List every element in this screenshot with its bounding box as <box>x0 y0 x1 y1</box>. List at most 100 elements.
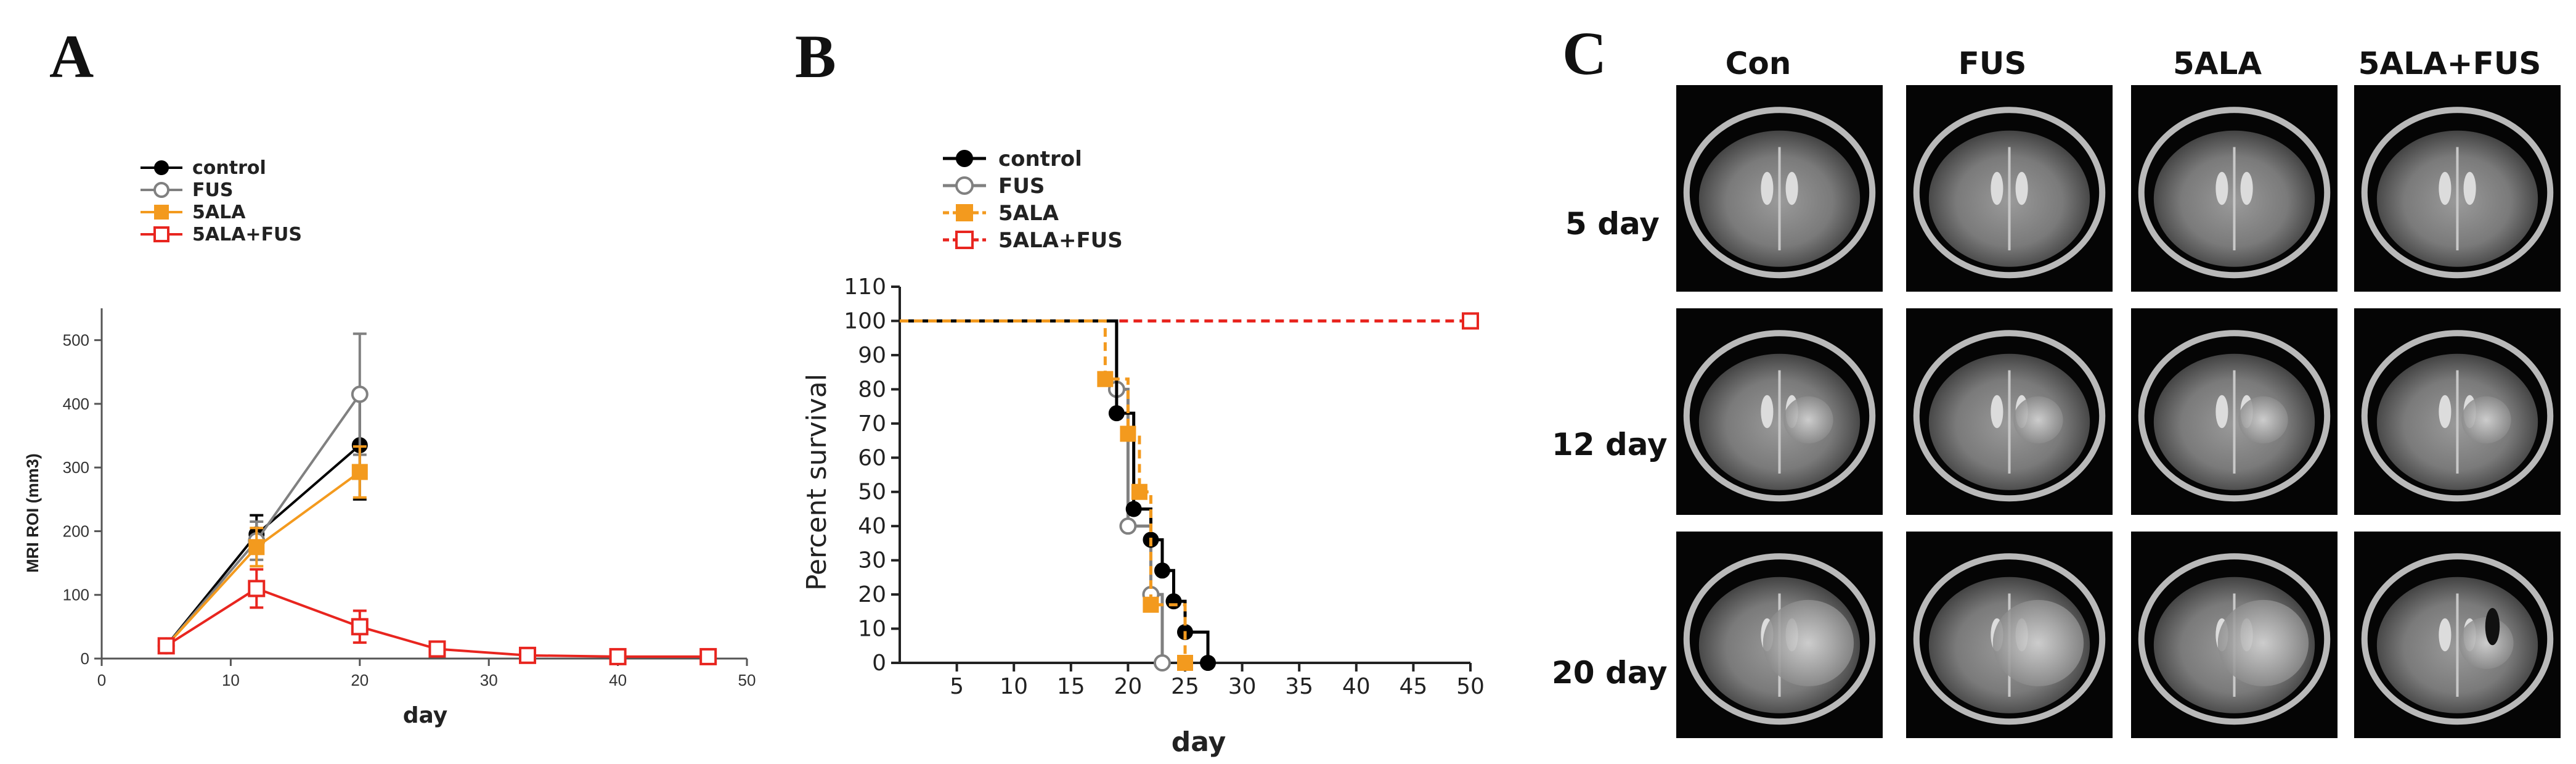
chart-b-axes: 0 10 20 30 40 50 60 70 80 90 100 110 5 10 15 20 25 30 35 40… <box>844 274 1485 699</box>
mri-20-day-fus-lesion <box>1992 599 2084 686</box>
chart-a-axes: 0 100 200 300 400 500 0 10 20 30 40 50 <box>63 308 756 689</box>
legend-a-marker-5ala <box>154 205 169 220</box>
legend-a-label-5ala-fus: 5ALA+FUS <box>192 224 302 245</box>
mri-5-day-5ala-ventricle-left <box>2215 171 2228 205</box>
chart-b-series <box>900 312 1479 672</box>
chart-a-point-5ala-fus <box>609 647 627 665</box>
chart-a-point-5ala <box>248 539 265 556</box>
chart-a-point-5ala-fus <box>157 637 175 655</box>
legend-b-marker-5ala-fus <box>955 231 974 249</box>
mri-5-day-5ala <box>2131 85 2338 292</box>
mri-12-day-5ala-skull-outline <box>2138 330 2331 502</box>
chart-b-point-control <box>1125 501 1142 517</box>
legend-b-label-5ala: 5ALA <box>998 201 1059 226</box>
legend-a-marker-fus <box>153 182 169 198</box>
mri-5-day-fus <box>1906 85 2113 292</box>
mri-12-day-fus-lesion <box>2013 396 2063 444</box>
chart-b-point-fus <box>1119 517 1137 535</box>
mri-5-day-5ala-fus-skull-outline <box>2361 107 2554 279</box>
chart-a-ylabel: MRI ROI (mm3) <box>23 453 42 573</box>
mri-12-day-5ala <box>2131 308 2338 515</box>
chart-a-x-tick-label: 40 <box>609 671 627 689</box>
chart-a-series <box>157 332 717 665</box>
chart-b-y-tick-label: 70 <box>858 411 886 437</box>
chart-a-point-5ala-fus <box>428 640 446 658</box>
mri-20-day-5ala-fus <box>2354 532 2561 738</box>
mri-5-day-fus-skull-outline <box>1913 107 2106 279</box>
legend-b-marker-5ala <box>956 204 973 221</box>
chart-a-x-tick-label: 30 <box>480 671 498 689</box>
chart-b-x-tick-label: 45 <box>1399 674 1427 699</box>
chart-a-point-fus <box>351 385 369 403</box>
chart-a-y-tick-label: 200 <box>63 522 89 540</box>
chart-a-point-5ala-fus <box>351 618 369 636</box>
chart-a-point-5ala <box>351 464 368 480</box>
legend-b-label-fus: FUS <box>998 174 1045 199</box>
mri-12-day-fus-skull-outline <box>1913 330 2106 502</box>
chart-b-y-tick-label: 50 <box>858 480 886 505</box>
chart-b-x-tick-label: 5 <box>950 674 964 699</box>
chart-a-y-tick-label: 500 <box>63 331 89 350</box>
mri-20-day-5ala-fus-necrotic-core <box>2485 607 2500 646</box>
chart-b-y-tick-label: 0 <box>872 651 886 676</box>
legend-a-label-control: control <box>192 157 266 179</box>
chart-b-point-5ala <box>1131 483 1147 500</box>
mri-5-day-con-ventricle-right <box>1785 171 1798 205</box>
column-header-5ala: 5ALA <box>2173 46 2262 81</box>
panel-label-c: C <box>1562 19 1607 88</box>
chart-a-y-tick-label: 400 <box>63 395 89 413</box>
mri-12-day-5ala-ventricle-left <box>2215 395 2228 429</box>
chart-a-x-tick-label: 50 <box>738 671 756 689</box>
legend-a-label-5ala: 5ALA <box>192 202 246 223</box>
mri-20-day-con-lesion <box>1763 599 1854 686</box>
chart-b-y-tick-label: 60 <box>858 445 886 470</box>
chart-a-point-5ala-fus <box>519 646 537 664</box>
chart-b-y-tick-label: 90 <box>858 343 886 368</box>
panel-label-a: A <box>49 22 94 91</box>
chart-b-y-tick-label: 10 <box>858 617 886 642</box>
chart-b-x-tick-label: 50 <box>1456 674 1485 699</box>
mri-20-day-fus-skull-outline <box>1913 553 2106 725</box>
chart-b-point-control <box>1200 655 1217 671</box>
mri-5-day-con <box>1676 85 1883 292</box>
chart-b-y-tick-label: 100 <box>844 308 886 334</box>
row-header-5-day: 5 day <box>1565 206 1660 242</box>
chart-b-point-control <box>1165 593 1182 610</box>
chart-b-y-tick-label: 20 <box>858 582 886 607</box>
chart-b-point-fus <box>1153 654 1171 672</box>
chart-b-y-tick-label: 30 <box>858 548 886 573</box>
chart-a-point-5ala-fus <box>699 647 717 665</box>
chart-b-y-tick-label: 40 <box>858 514 886 539</box>
chart-b-x-tick-label: 20 <box>1114 674 1142 699</box>
chart-a-xlabel: day <box>403 703 447 728</box>
legend-a-label-fus: FUS <box>192 179 233 201</box>
legend-a-marker-control <box>154 160 169 175</box>
mri-5-day-con-skull-outline <box>1683 107 1876 279</box>
mri-12-day-5ala-fus-skull-outline <box>2361 330 2554 502</box>
mri-5-day-con-ventricle-left <box>1761 171 1774 205</box>
mri-20-day-5ala <box>2131 532 2338 738</box>
mri-20-day-5ala-skull-outline <box>2138 553 2331 725</box>
chart-b-x-tick-label: 10 <box>1000 674 1028 699</box>
chart-a-y-tick-label: 100 <box>63 586 89 604</box>
mri-12-day-5ala-fus <box>2354 308 2561 515</box>
chart-b-x-tick-label: 35 <box>1285 674 1313 699</box>
mri-5-day-5ala-fus-ventricle-left <box>2439 171 2452 205</box>
chart-b-point-control <box>1108 405 1125 422</box>
legend-a-marker-5ala-fus <box>153 226 169 242</box>
mri-20-day-5ala-fus-ventricle-left <box>2439 618 2452 652</box>
chart-b-line-5ala <box>900 319 1187 663</box>
chart-b-x-tick-label: 30 <box>1228 674 1257 699</box>
column-header-5ala-fus: 5ALA+FUS <box>2358 46 2541 81</box>
row-header-12-day: 12 day <box>1552 427 1668 462</box>
mri-20-day-fus <box>1906 532 2113 738</box>
column-header-fus: FUS <box>1958 46 2027 81</box>
chart-a-x-tick-label: 0 <box>97 671 106 689</box>
mri-12-day-con-ventricle-left <box>1761 395 1774 429</box>
mri-5-day-5ala-fus-ventricle-right <box>2463 171 2476 205</box>
chart-a-point-5ala-fus <box>248 580 266 598</box>
mri-12-day-fus <box>1906 308 2113 515</box>
